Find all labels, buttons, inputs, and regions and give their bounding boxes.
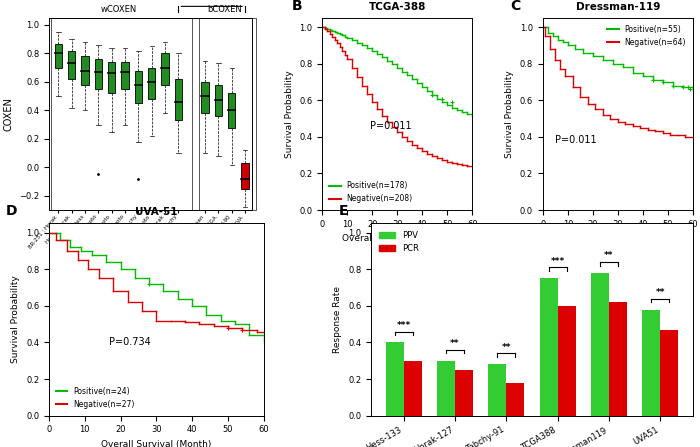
- Text: E: E: [339, 204, 349, 218]
- Text: C: C: [510, 0, 520, 13]
- Title: Dressman-119: Dressman-119: [575, 1, 660, 12]
- FancyBboxPatch shape: [121, 62, 129, 89]
- Text: P=0.011: P=0.011: [555, 135, 596, 145]
- Y-axis label: Survival Probability: Survival Probability: [505, 70, 514, 158]
- Bar: [51, 18, 192, 210]
- FancyBboxPatch shape: [81, 56, 89, 85]
- Bar: [591, 273, 609, 416]
- Y-axis label: Response Rate: Response Rate: [333, 286, 342, 353]
- Bar: [660, 330, 678, 416]
- Legend: Positive(n=178), Negative(n=208): Positive(n=178), Negative(n=208): [326, 178, 416, 206]
- FancyBboxPatch shape: [55, 43, 62, 67]
- Text: ***: ***: [551, 257, 565, 266]
- Text: **: **: [604, 251, 614, 260]
- Bar: [558, 306, 575, 416]
- Bar: [489, 364, 506, 416]
- Bar: [455, 370, 473, 416]
- Text: bCOXEN: bCOXEN: [208, 5, 242, 14]
- FancyBboxPatch shape: [175, 79, 182, 120]
- FancyBboxPatch shape: [228, 93, 235, 127]
- Bar: [437, 361, 455, 416]
- Text: A: A: [25, 0, 36, 3]
- Bar: [404, 361, 421, 416]
- Bar: [199, 18, 256, 210]
- Bar: [609, 302, 627, 416]
- X-axis label: Overall Survival (Month): Overall Survival (Month): [101, 440, 211, 447]
- X-axis label: Overall Survival (Month): Overall Survival (Month): [563, 234, 673, 243]
- Y-axis label: Survival Probability: Survival Probability: [285, 70, 294, 158]
- Text: P=0.011: P=0.011: [370, 122, 412, 131]
- FancyBboxPatch shape: [148, 67, 155, 99]
- Text: **: **: [450, 339, 460, 348]
- Legend: Positive(n=24), Negative(n=27): Positive(n=24), Negative(n=27): [52, 384, 138, 412]
- Text: ***: ***: [204, 0, 219, 4]
- Y-axis label: Survival Probability: Survival Probability: [11, 276, 20, 363]
- Text: wCOXEN: wCOXEN: [100, 5, 136, 14]
- Text: **: **: [656, 288, 665, 297]
- FancyBboxPatch shape: [108, 62, 116, 93]
- FancyBboxPatch shape: [215, 85, 222, 116]
- Bar: [540, 278, 558, 416]
- Y-axis label: COXEN: COXEN: [4, 97, 13, 131]
- Bar: [386, 342, 404, 416]
- Legend: Positive(n=55), Negative(n=64): Positive(n=55), Negative(n=64): [604, 22, 690, 50]
- FancyBboxPatch shape: [241, 163, 248, 189]
- FancyBboxPatch shape: [134, 71, 142, 103]
- Text: ***: ***: [396, 320, 411, 330]
- Text: P=0.734: P=0.734: [109, 337, 151, 346]
- FancyBboxPatch shape: [68, 51, 76, 79]
- FancyBboxPatch shape: [162, 54, 169, 85]
- Legend: PPV, PCR: PPV, PCR: [375, 228, 422, 257]
- Text: B: B: [292, 0, 303, 13]
- Text: **: **: [502, 343, 511, 352]
- Title: TCGA-388: TCGA-388: [369, 1, 426, 12]
- Bar: [506, 383, 524, 416]
- Title: UVA-51: UVA-51: [135, 207, 178, 217]
- Text: D: D: [6, 204, 18, 218]
- X-axis label: Overall Survival (Month): Overall Survival (Month): [342, 234, 452, 243]
- FancyBboxPatch shape: [94, 59, 102, 89]
- FancyBboxPatch shape: [202, 82, 209, 113]
- Bar: [643, 309, 660, 416]
